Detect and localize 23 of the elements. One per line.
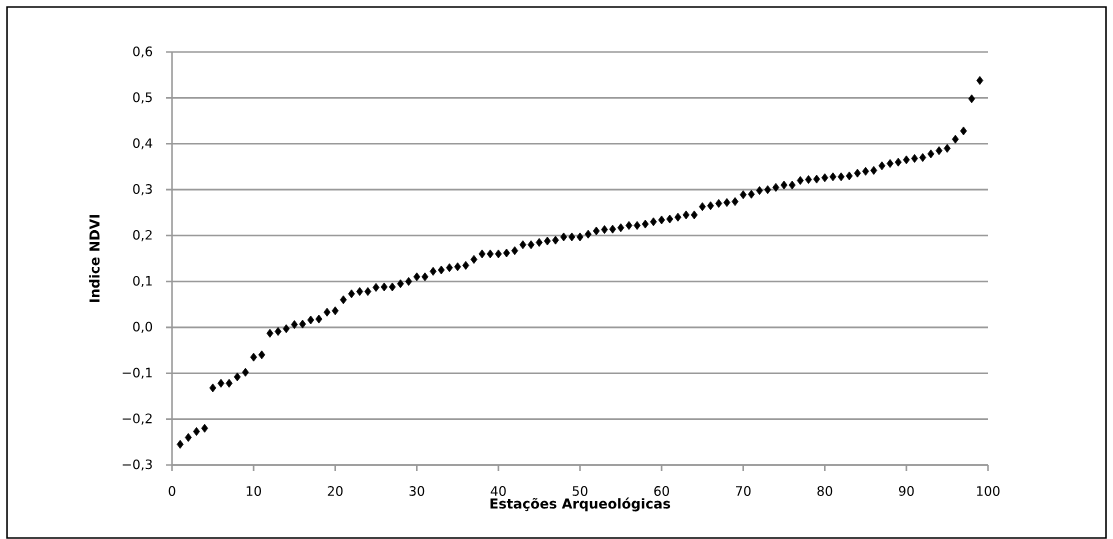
x-axis-title: Estações Arqueológicas	[490, 497, 671, 512]
x-tick-label: 0	[168, 486, 176, 496]
y-tick-label: 0,6	[133, 46, 153, 58]
y-tick-label: 0,5	[133, 92, 152, 104]
x-tick-label: 40	[490, 486, 506, 496]
y-tick-label: −0,1	[122, 367, 152, 379]
x-tick-label: 50	[572, 486, 588, 496]
y-tick-label: 0,4	[133, 138, 153, 150]
x-tick-label: 80	[817, 486, 833, 496]
x-tick-label: 30	[409, 486, 425, 496]
x-tick-label: 90	[898, 486, 914, 496]
y-tick-label: 0,1	[133, 275, 152, 288]
y-tick-label: −0,2	[122, 413, 152, 425]
y-tick-label: 0,3	[133, 184, 152, 196]
y-axis-title: Indice NDVI	[89, 215, 100, 302]
y-tick-label: −0,3	[122, 459, 152, 471]
x-tick-label: 60	[654, 486, 670, 496]
x-tick-label: 100	[977, 486, 1000, 496]
y-tick-label: 0,0	[133, 321, 153, 333]
y-tick-label: 0,2	[133, 229, 152, 242]
x-tick-label: 10	[246, 486, 262, 496]
x-tick-label: 70	[736, 486, 751, 496]
x-tick-label: 20	[327, 486, 343, 496]
